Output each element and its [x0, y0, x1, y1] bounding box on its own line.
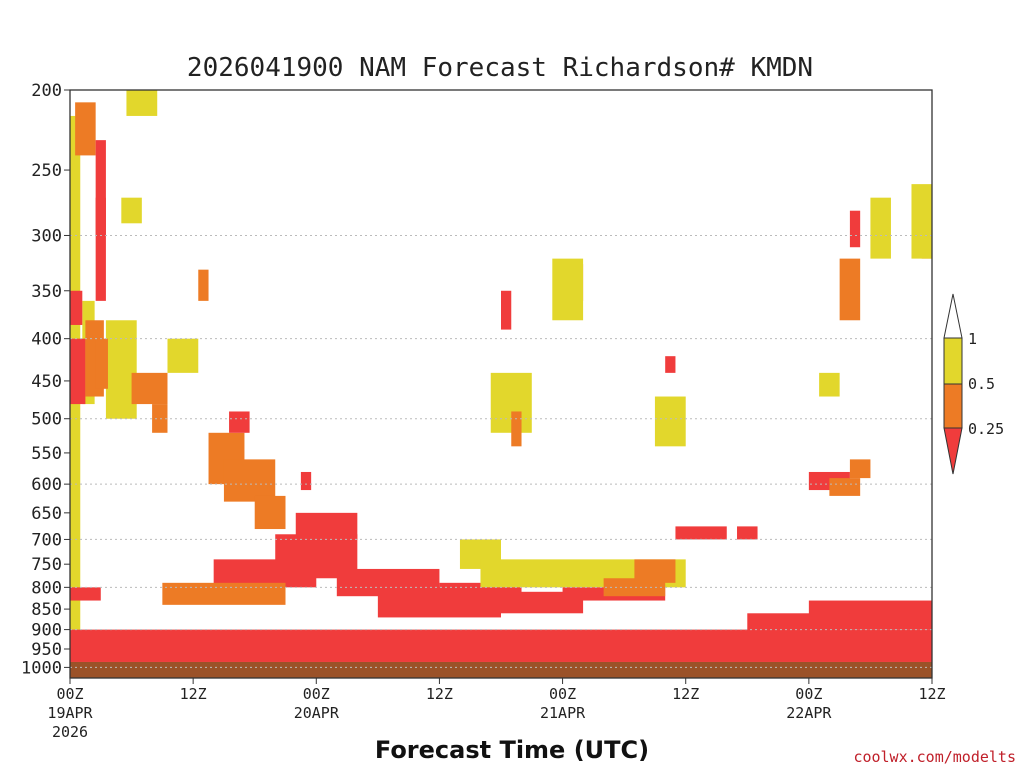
y-tick-label: 850 [31, 600, 62, 620]
x-tick-label: 2026 [52, 723, 88, 741]
heatmap-cell [70, 629, 932, 662]
y-tick-label: 450 [31, 372, 62, 392]
y-tick-label: 400 [31, 330, 62, 350]
colorbar-top-arrow [943, 293, 963, 339]
x-tick-label: 12Z [426, 685, 453, 703]
y-axis: 200 250 300 350 400 450 500 550 600 650 700 750 8008… [21, 81, 70, 678]
heatmap-cell [870, 197, 891, 259]
y-tick-label: 350 [31, 282, 62, 302]
heatmap-cell [552, 258, 584, 321]
heatmap-cell [737, 526, 758, 540]
heatmap-cell [501, 591, 584, 614]
colorbar-mid [943, 383, 963, 429]
y-tick-label: 250 [31, 161, 62, 181]
heatmap-cell [95, 338, 108, 389]
heatmap-cell [198, 269, 209, 301]
credit-text: coolwx.com/modelts [853, 748, 1016, 766]
y-tick-label: 300 [31, 226, 62, 246]
ground-layer [70, 661, 932, 678]
y-tick-label: 500 [31, 410, 62, 430]
heatmap-cell [121, 197, 142, 224]
x-tick-label: 20APR [294, 704, 340, 722]
heatmap-cell [229, 411, 250, 433]
y-tick-label: 200 [31, 81, 62, 101]
heatmap-cell [511, 411, 522, 447]
heatmap-cell [70, 290, 83, 325]
heatmap-cell [747, 613, 850, 634]
chart-title: 2026041900 NAM Forecast Richardson# KMDN [187, 53, 813, 83]
heatmap-cell [213, 559, 317, 588]
x-tick-label: 21APR [540, 704, 586, 722]
colorbar-label-1: 1 [968, 330, 977, 348]
colorbar-label-0.5: 0.5 [968, 375, 995, 393]
heatmap-cell [849, 459, 871, 479]
x-axis-label: Forecast Time (UTC) [375, 736, 649, 764]
heatmap-cell [839, 258, 861, 321]
heatmap-cell [70, 587, 101, 601]
heatmap-cell [75, 102, 96, 156]
heatmap-cell [162, 582, 286, 605]
heatmap-cell [665, 356, 676, 373]
x-tick-label: 22APR [786, 704, 832, 722]
heatmap-cell [254, 495, 286, 530]
x-tick-label: 19APR [47, 704, 93, 722]
x-tick-label: 12Z [918, 685, 945, 703]
heatmap-cell [131, 372, 168, 405]
y-tick-label: 800 [31, 578, 62, 598]
heatmap-cell [501, 290, 512, 330]
heatmap-cell [95, 140, 106, 301]
heatmap-cell [152, 404, 168, 433]
heatmap-cell [300, 471, 312, 491]
colorbar: 1 0.5 0.25 [943, 293, 1004, 475]
heatmap-cell [167, 338, 199, 373]
colorbar-label-0.25: 0.25 [968, 420, 1004, 438]
x-tick-label: 00Z [795, 685, 822, 703]
y-tick-label: 750 [31, 555, 62, 575]
heatmap-cell [675, 526, 727, 540]
y-tick-label: 950 [31, 640, 62, 660]
ground-fill [70, 661, 932, 678]
y-tick-label: 1000 [21, 658, 62, 678]
y-tick-label: 700 [31, 530, 62, 550]
colorbar-low-arrow [943, 427, 963, 475]
y-tick-label: 650 [31, 504, 62, 524]
heatmap-cells [70, 90, 932, 662]
heatmap-cell [849, 210, 861, 248]
plot-frame [69, 89, 933, 679]
colorbar-high [943, 337, 963, 385]
heatmap-cell [295, 512, 358, 540]
y-tick-label: 600 [31, 475, 62, 495]
heatmap-cell [634, 559, 676, 583]
heatmap-cell [70, 338, 86, 405]
y-tick-label: 550 [31, 444, 62, 464]
x-tick-label: 00Z [303, 685, 330, 703]
y-tick-label: 900 [31, 621, 62, 641]
heatmap-cell [911, 184, 932, 259]
heatmap-cell [654, 396, 686, 447]
gridlines [70, 234, 932, 668]
heatmap-cell [829, 478, 861, 496]
heatmap-cell [223, 459, 276, 502]
heatmap-cell [819, 372, 840, 397]
heatmap-cell [126, 90, 158, 116]
x-tick-label: 00Z [56, 685, 83, 703]
x-tick-label: 12Z [180, 685, 207, 703]
x-tick-label: 00Z [549, 685, 576, 703]
x-tick-label: 12Z [672, 685, 699, 703]
